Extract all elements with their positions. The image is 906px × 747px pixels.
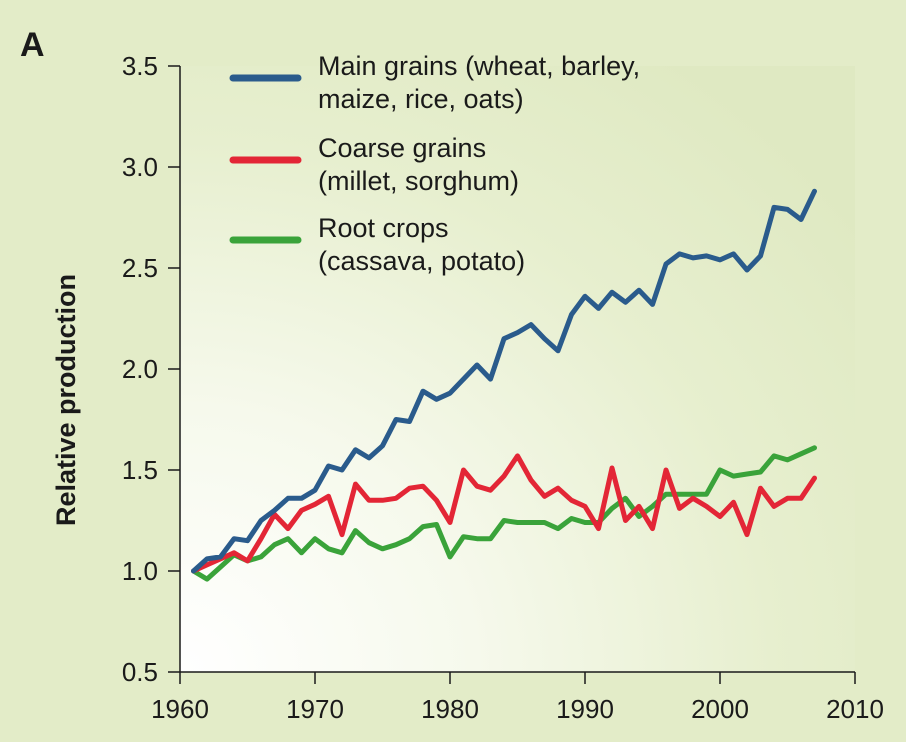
series-line-0 — [191, 188, 817, 574]
legend-label-0-line-1: maize, rice, oats) — [318, 84, 524, 114]
legend-label-1-line-0: Coarse grains — [318, 133, 486, 163]
y-tick-label: 3.0 — [122, 152, 158, 182]
x-tick-label: 2010 — [826, 694, 884, 724]
y-tick-label: 0.5 — [122, 657, 158, 687]
series-line-1 — [191, 453, 817, 574]
legend: Main grains (wheat, barley,maize, rice, … — [229, 51, 640, 276]
legend-label-2-line-1: (cassava, potato) — [318, 246, 525, 276]
x-tick-label: 1970 — [286, 694, 344, 724]
y-tick-label: 2.0 — [122, 354, 158, 384]
x-tick-label: 1960 — [151, 694, 209, 724]
y-tick-label: 2.5 — [122, 253, 158, 283]
y-tick-label: 1.5 — [122, 455, 158, 485]
y-ticks: 0.5 1.0 1.5 2.0 2.5 3.0 3.5 — [122, 51, 180, 687]
legend-label-1-line-1: (millet, sorghum) — [318, 166, 519, 196]
x-tick-label: 1980 — [421, 694, 479, 724]
y-tick-label: 1.0 — [122, 556, 158, 586]
x-tick-label: 2000 — [691, 694, 749, 724]
legend-label-2-line-0: Root crops — [318, 213, 449, 243]
series-lines — [191, 188, 817, 582]
y-tick-label: 3.5 — [122, 51, 158, 81]
plot-area-background — [180, 66, 855, 672]
x-tick-label: 1990 — [556, 694, 614, 724]
x-ticks: 1960 1970 1980 1990 2000 2010 — [151, 672, 884, 724]
panel-label: A — [20, 26, 45, 64]
y-axis-label: Relative production — [51, 274, 81, 526]
series-line-2 — [191, 445, 817, 582]
legend-label-0-line-0: Main grains (wheat, barley, — [318, 51, 640, 81]
